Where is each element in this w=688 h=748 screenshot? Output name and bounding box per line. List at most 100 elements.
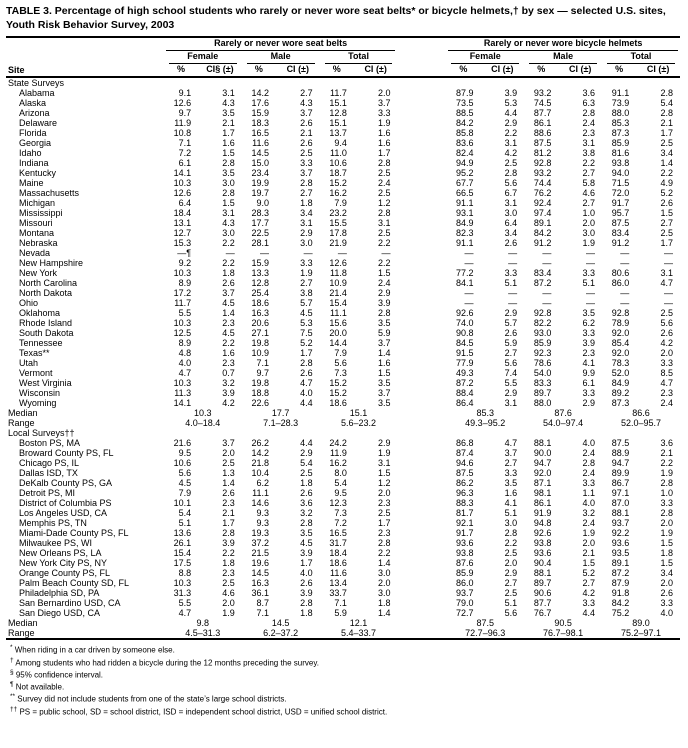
value-cell: 10.9 bbox=[251, 348, 269, 359]
value-cell: 87.2 bbox=[456, 378, 474, 389]
site-cell: Arizona bbox=[19, 108, 50, 119]
footnote-line: ¶ Not available. bbox=[10, 681, 65, 692]
value-cell: 1.9 bbox=[660, 468, 673, 479]
value-cell: 91.2 bbox=[533, 238, 552, 249]
value-cell: 15.1 bbox=[329, 98, 347, 109]
value-cell: — bbox=[225, 248, 235, 259]
value-cell: 1.5 bbox=[377, 368, 391, 379]
value-cell: 3.8 bbox=[582, 148, 596, 159]
value-cell: 5.2 bbox=[582, 568, 596, 579]
value-cell: 18.6 bbox=[329, 398, 347, 409]
value-cell: 2.8 bbox=[300, 518, 313, 529]
value-cell: 3.6 bbox=[300, 498, 313, 509]
value-cell: 3.1 bbox=[222, 208, 235, 219]
column-gap-cell bbox=[397, 258, 446, 268]
value-cell: 93.6 bbox=[611, 538, 630, 549]
value-cell: 14.1 bbox=[173, 398, 192, 409]
value-cell: 4.1 bbox=[504, 498, 518, 509]
value-cell: 3.2 bbox=[222, 378, 235, 389]
value-cell: — bbox=[542, 258, 552, 269]
value-cell: 3.0 bbox=[222, 178, 235, 189]
summary-value-cell: 90.5 bbox=[554, 618, 572, 629]
value-cell: 2.6 bbox=[300, 578, 313, 589]
value-cell: 12.3 bbox=[329, 498, 347, 509]
value-cell: —¶ bbox=[177, 248, 192, 259]
value-cell: 5.1 bbox=[504, 598, 518, 609]
column-gap-cell bbox=[397, 228, 446, 238]
value-cell: 87.7 bbox=[533, 108, 552, 119]
column-gap-cell bbox=[397, 628, 446, 639]
value-cell: 3.9 bbox=[504, 88, 518, 99]
value-cell: 7.9 bbox=[334, 198, 347, 209]
value-cell: 81.6 bbox=[611, 148, 630, 159]
value-cell: 10.3 bbox=[173, 578, 192, 589]
value-cell: 1.5 bbox=[377, 268, 391, 279]
value-cell: 66.5 bbox=[456, 188, 474, 199]
value-cell: 89.1 bbox=[611, 558, 630, 569]
value-cell: 2.0 bbox=[222, 598, 235, 609]
site-cell: San Bernardino USD, CA bbox=[19, 598, 121, 609]
value-cell: 2.3 bbox=[582, 128, 596, 139]
value-cell: 90.0 bbox=[533, 448, 552, 459]
value-cell: 1.9 bbox=[582, 238, 596, 249]
section-header-row: State Surveys bbox=[6, 77, 680, 88]
value-cell: 3.3 bbox=[300, 258, 313, 269]
value-cell: 86.8 bbox=[456, 438, 474, 449]
value-cell: 21.9 bbox=[329, 238, 347, 249]
column-gap-cell bbox=[397, 208, 446, 218]
value-cell: 27.1 bbox=[251, 328, 269, 339]
value-cell: 8.5 bbox=[660, 368, 673, 379]
summary-value-cell: 75.2–97.1 bbox=[620, 628, 662, 639]
seatbelt-total-header: Total bbox=[320, 51, 398, 65]
value-cell: 1.6 bbox=[377, 358, 391, 369]
value-cell: 4.1 bbox=[582, 358, 596, 369]
value-cell: 2.8 bbox=[300, 598, 313, 609]
value-cell: 5.1 bbox=[178, 518, 192, 529]
value-cell: 2.3 bbox=[222, 498, 235, 509]
value-cell: 4.9 bbox=[660, 178, 673, 189]
column-gap-cell bbox=[397, 108, 446, 118]
table-row: San Diego USD, CA 4.7 1.9 7.1 1.8 5.9 1.4 72.7 5… bbox=[6, 608, 680, 618]
value-cell: 88.1 bbox=[533, 568, 552, 579]
value-cell: 2.8 bbox=[222, 158, 235, 169]
column-gap-cell bbox=[397, 578, 446, 588]
value-cell: 8.9 bbox=[178, 278, 192, 289]
table-row: San Bernardino USD, CA 5.5 2.0 8.7 2.8 7.1 1.8… bbox=[6, 598, 680, 608]
column-gap-cell bbox=[397, 268, 446, 278]
summary-row: Range 4.5–31.3 6.2–37.2 5.4–33.7 72.7–96.3 76… bbox=[6, 628, 680, 639]
value-cell: 2.5 bbox=[222, 578, 235, 589]
site-cell: Dallas ISD, TX bbox=[19, 468, 78, 479]
value-cell: 7.1 bbox=[178, 138, 192, 149]
value-cell: 18.8 bbox=[251, 388, 269, 399]
value-cell: 18.6 bbox=[329, 558, 347, 569]
column-gap-cell bbox=[397, 418, 446, 428]
summary-value-cell: 49.3–95.2 bbox=[465, 418, 506, 429]
value-cell: 2.5 bbox=[377, 168, 391, 179]
value-cell: 87.4 bbox=[456, 448, 474, 459]
value-cell: 78.9 bbox=[611, 318, 630, 329]
pct-header: % bbox=[319, 64, 354, 79]
site-cell: Nebraska bbox=[19, 238, 58, 249]
table-row: Utah 4.0 2.3 7.1 2.8 5.6 1.6 77.9 5.6 78.6 4.1 78.3… bbox=[6, 358, 680, 368]
site-cell: Palm Beach County SD, FL bbox=[19, 578, 130, 589]
value-cell: 84.9 bbox=[611, 378, 630, 389]
site-cell: Miami-Dade County PS, FL bbox=[19, 528, 129, 539]
value-cell: 1.6 bbox=[504, 488, 518, 499]
column-gap-cell bbox=[397, 398, 446, 408]
value-cell: 5.8 bbox=[582, 178, 596, 189]
value-cell: 15.5 bbox=[329, 218, 347, 229]
column-gap-cell bbox=[397, 478, 446, 488]
value-cell: 5.1 bbox=[582, 278, 596, 289]
value-cell: 2.6 bbox=[660, 328, 673, 339]
value-cell: 2.8 bbox=[300, 358, 313, 369]
summary-value-cell: 7.1–28.3 bbox=[263, 418, 299, 429]
summary-value-cell: 4.5–31.3 bbox=[185, 628, 221, 639]
value-cell: 11.7 bbox=[330, 88, 347, 99]
value-cell: 6.4 bbox=[178, 198, 192, 209]
column-gap-cell bbox=[397, 238, 446, 248]
value-cell: 3.0 bbox=[300, 238, 313, 249]
table-row: Palm Beach County SD, FL 10.3 2.5 16.3 2.6 13… bbox=[6, 578, 680, 588]
column-gap-cell bbox=[397, 168, 446, 178]
value-cell: 14.5 bbox=[251, 568, 269, 579]
value-cell: 89.7 bbox=[533, 388, 552, 399]
